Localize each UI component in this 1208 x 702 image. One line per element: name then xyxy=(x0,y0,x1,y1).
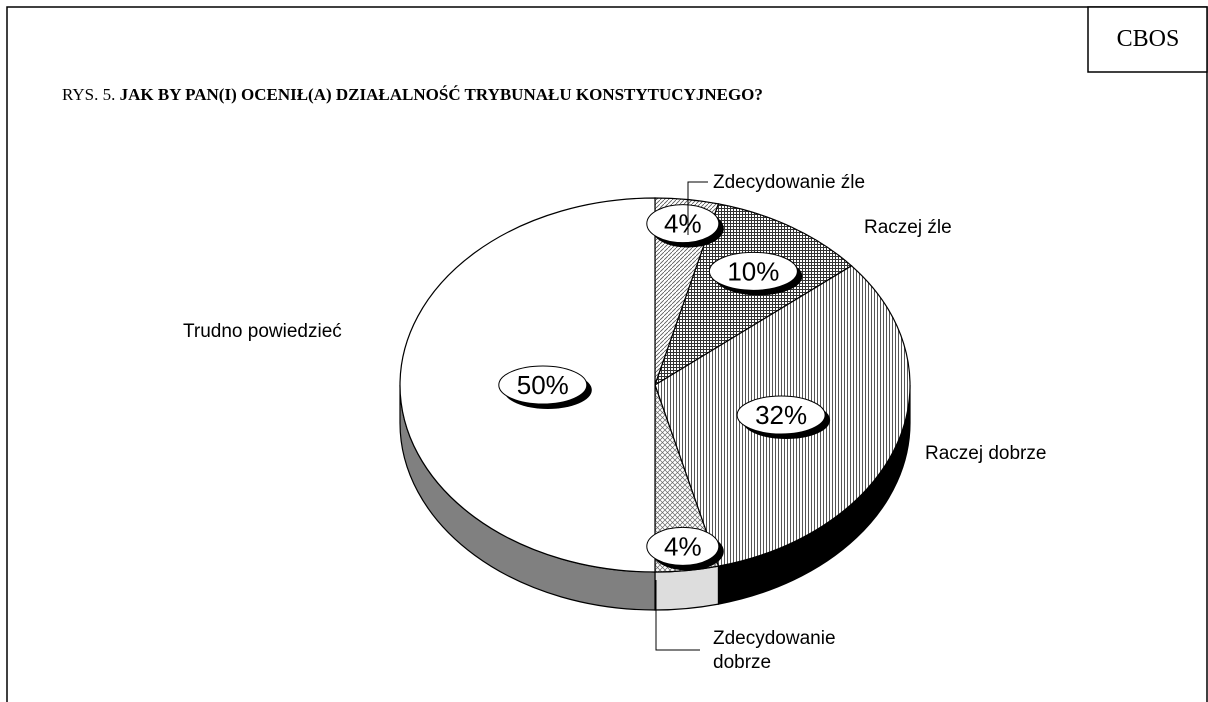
title-text: JAK BY PAN(I) OCENIŁ(A) DZIAŁALNOŚĆ TRYB… xyxy=(120,85,763,104)
category-label: Zdecydowanie dobrze xyxy=(713,628,836,673)
label-bubble xyxy=(646,526,720,566)
label-bubble xyxy=(646,204,720,244)
chart-title: RYS. 5. JAK BY PAN(I) OCENIŁ(A) DZIAŁALN… xyxy=(62,85,763,104)
label-bubble xyxy=(736,395,826,435)
data-label: 10% xyxy=(727,256,779,286)
source: CBOS xyxy=(1117,26,1180,52)
data-label: 50% xyxy=(517,370,569,400)
title-prefix: RYS. 5. xyxy=(62,85,115,104)
leader-line xyxy=(687,181,708,235)
category-label: Trudno powiedzieć xyxy=(183,321,342,342)
label-bubble xyxy=(498,365,588,405)
frame xyxy=(6,6,1208,702)
data-label: 4% xyxy=(664,531,702,561)
pie: 4% 10% 32% 4% 50% xyxy=(399,197,911,611)
data-label: 32% xyxy=(755,400,807,430)
label-bubble xyxy=(708,251,798,291)
category-label: Zdecydowanie źle xyxy=(713,172,866,193)
category-label: Raczej dobrze xyxy=(925,443,1047,464)
leader-line xyxy=(655,580,700,651)
category-label: Raczej źle xyxy=(864,217,952,238)
slice-side xyxy=(654,565,720,611)
source-box xyxy=(1087,6,1208,73)
data-label: 4% xyxy=(664,209,702,239)
